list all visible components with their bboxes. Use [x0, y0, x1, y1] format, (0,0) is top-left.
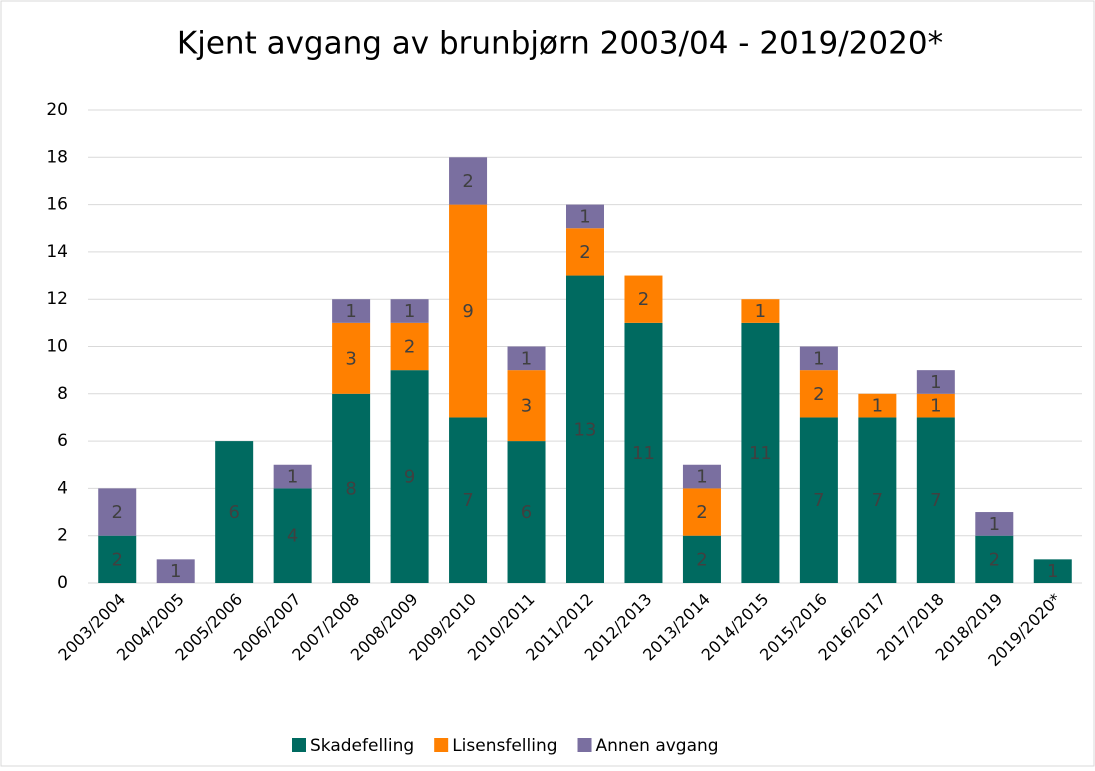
y-tick-label: 4 — [57, 478, 68, 498]
data-label: 8 — [345, 478, 356, 499]
bar-segment — [566, 275, 604, 583]
bar-segment — [975, 512, 1014, 536]
legend-label: Annen avgang — [596, 736, 719, 756]
data-label: 1 — [404, 301, 415, 322]
data-label: 2 — [462, 171, 473, 192]
data-label: 11 — [749, 443, 772, 464]
data-label: 6 — [228, 502, 239, 523]
data-label: 4 — [287, 526, 298, 547]
data-label: 7 — [930, 490, 941, 511]
bar-segment — [858, 417, 897, 583]
data-label: 9 — [404, 467, 415, 488]
bar-segment — [449, 417, 488, 583]
bar-segment — [273, 464, 312, 489]
legend-swatch — [292, 738, 306, 752]
bar-segment — [916, 417, 955, 583]
y-tick-label: 0 — [57, 573, 68, 593]
data-label: 1 — [287, 467, 298, 488]
bar-segment — [449, 204, 488, 418]
bar-segment — [741, 322, 780, 583]
data-label: 1 — [930, 396, 941, 417]
bar-segment — [156, 559, 195, 583]
bar-segment — [624, 322, 663, 583]
bar-segment — [332, 299, 371, 323]
data-label: 3 — [521, 396, 532, 417]
data-label: 1 — [170, 561, 181, 582]
data-label: 1 — [579, 206, 590, 227]
bar-segment — [390, 370, 429, 583]
y-tick-label: 12 — [46, 289, 68, 309]
bar-segment — [624, 275, 663, 323]
chart-title: Kjent avgang av brunbjørn 2003/04 - 2019… — [177, 26, 943, 62]
bar-segment — [390, 322, 429, 371]
data-label: 1 — [696, 467, 707, 488]
bar-segment — [390, 299, 429, 323]
data-label: 7 — [813, 490, 824, 511]
bar-segment — [799, 417, 838, 583]
bar-segment — [682, 464, 721, 489]
y-tick-label: 10 — [46, 337, 68, 357]
data-label: 1 — [1047, 561, 1058, 582]
bar-segment — [799, 370, 838, 418]
data-label: 13 — [574, 419, 597, 440]
bar-segment — [682, 488, 721, 536]
bar-segment — [507, 441, 546, 583]
bar-segment — [566, 228, 604, 276]
bar-segment — [273, 488, 312, 583]
data-label: 1 — [930, 372, 941, 393]
bar-segment — [858, 393, 897, 418]
bar-segment — [98, 535, 137, 583]
y-tick-label: 20 — [46, 100, 68, 120]
data-label: 1 — [813, 348, 824, 369]
bar-segment — [332, 322, 371, 394]
bar-segment — [215, 441, 254, 583]
data-label: 6 — [521, 502, 532, 523]
bar-segment — [975, 535, 1014, 583]
y-tick-label: 6 — [57, 431, 68, 451]
data-label: 7 — [872, 490, 883, 511]
bar-segment — [1033, 559, 1072, 583]
data-label: 11 — [632, 443, 655, 464]
bar-segment — [332, 393, 371, 583]
data-label: 2 — [404, 337, 415, 358]
data-label: 2 — [813, 384, 824, 405]
y-tick-label: 18 — [46, 147, 68, 167]
bar-segment — [799, 346, 838, 371]
data-label: 7 — [462, 490, 473, 511]
data-label: 2 — [989, 549, 1000, 570]
data-label: 2 — [112, 549, 123, 570]
data-label: 1 — [989, 514, 1000, 535]
data-label: 1 — [345, 301, 356, 322]
data-label: 1 — [755, 301, 766, 322]
data-label: 1 — [872, 396, 883, 417]
legend-label: Skadefelling — [310, 736, 414, 756]
data-label: 2 — [696, 549, 707, 570]
y-tick-label: 16 — [46, 195, 68, 215]
y-tick-label: 8 — [57, 384, 68, 404]
y-tick-label: 2 — [57, 526, 68, 546]
legend-swatch — [577, 738, 592, 752]
legend-swatch — [434, 738, 449, 752]
data-label: 2 — [579, 242, 590, 263]
bar-segment — [98, 488, 137, 536]
bar-segment — [916, 393, 955, 418]
bar-segment — [682, 535, 721, 583]
data-label: 9 — [462, 301, 473, 322]
data-label: 2 — [638, 289, 649, 310]
bar-segment — [566, 204, 604, 229]
data-label: 2 — [696, 502, 707, 523]
bar-segment — [916, 370, 955, 394]
data-label: 2 — [112, 502, 123, 523]
data-label: 1 — [521, 348, 532, 369]
bar-segment — [507, 370, 546, 442]
legend-label: Lisensfelling — [452, 736, 557, 756]
data-label: 3 — [345, 348, 356, 369]
bar-segment — [507, 346, 546, 371]
bar-segment — [741, 299, 780, 323]
bar-segment — [449, 157, 488, 205]
y-tick-label: 14 — [46, 242, 68, 262]
